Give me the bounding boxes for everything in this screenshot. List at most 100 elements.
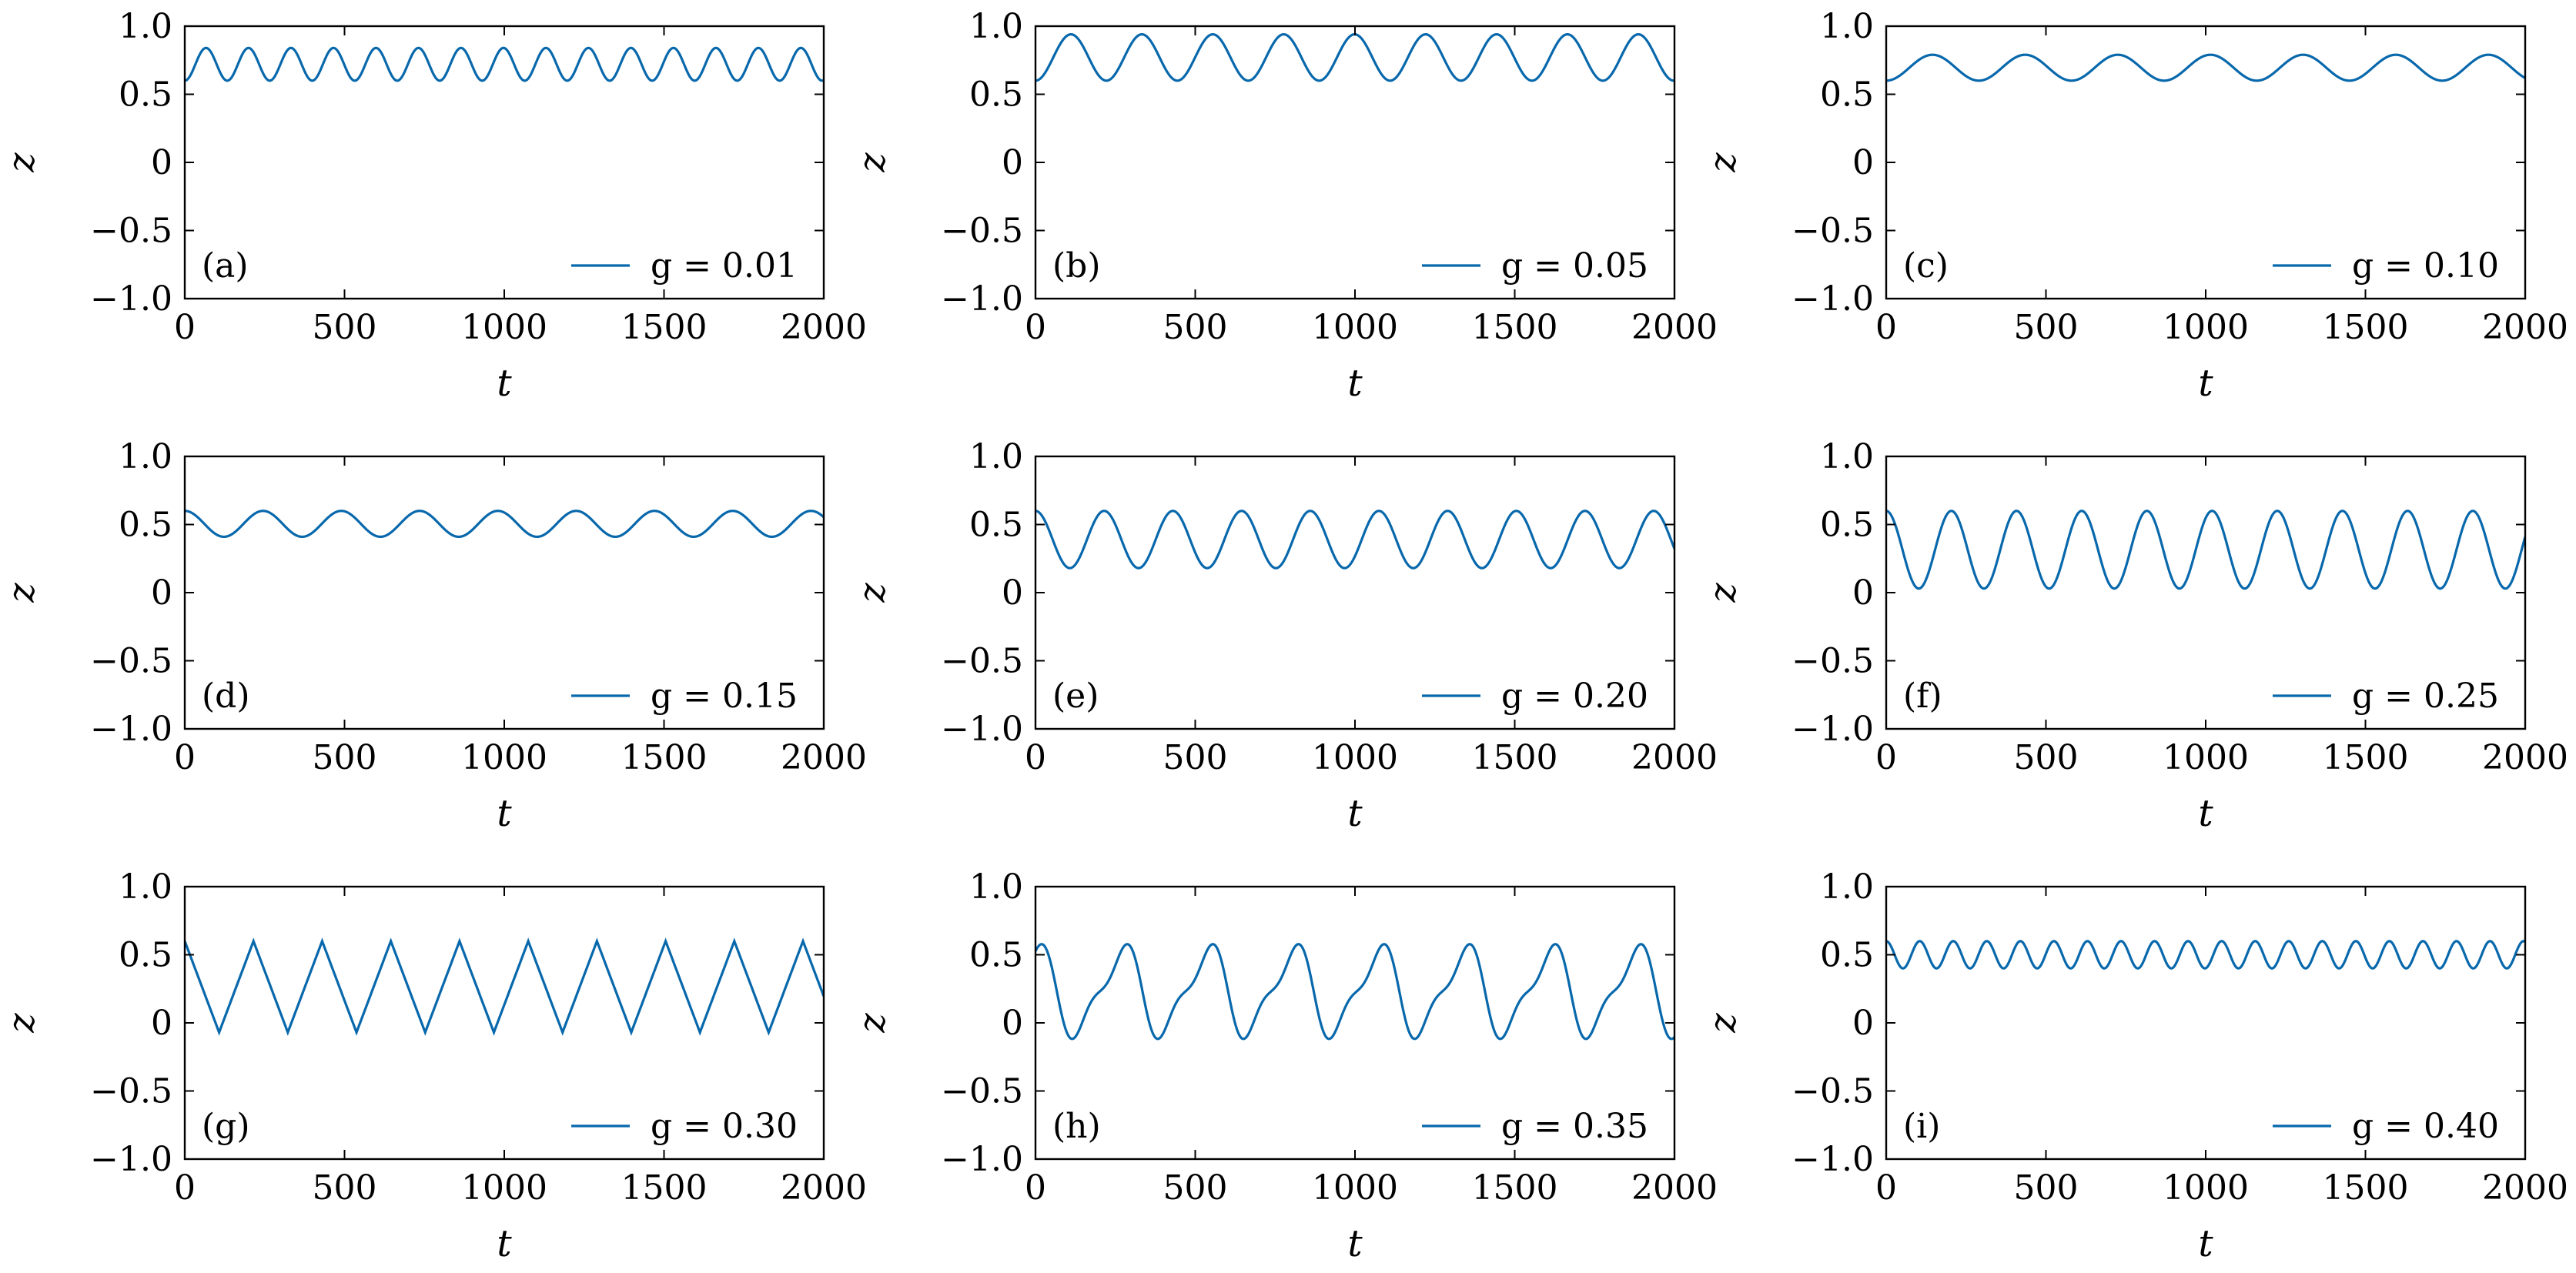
x-tick-label: 0 (1875, 1168, 1897, 1208)
panel-c: 0 500 1000 1500 2000 −1.0 −0.5 0 0.5 1.0 t z (c) g = … (1701, 7, 2568, 405)
y-axis-label: z (851, 583, 894, 603)
y-tick-label: −0.5 (941, 212, 1023, 251)
x-tick-label: 1500 (1472, 308, 1558, 347)
y-tick-label: 0.5 (969, 936, 1023, 975)
panel-i: 0 500 1000 1500 2000 −1.0 −0.5 0 0.5 1.0 t z (i) g = … (1701, 867, 2568, 1265)
y-tick-label: 0 (151, 573, 172, 613)
y-tick-label: 0.5 (969, 506, 1023, 545)
x-tick-label: 1000 (2163, 308, 2249, 347)
x-tick-label: 1000 (461, 738, 547, 777)
x-tick-label: 1500 (621, 308, 708, 347)
x-tick-label: 1500 (2323, 308, 2409, 347)
series-line (1886, 510, 2525, 590)
y-tick-label: −1.0 (941, 279, 1023, 319)
x-axis-label: t (497, 792, 512, 835)
y-tick-label: 0.5 (119, 936, 172, 975)
panel-label: (a) (202, 246, 249, 286)
x-tick-label: 1500 (2323, 738, 2409, 777)
x-tick-label: 2000 (781, 738, 867, 777)
panel-h: 0 500 1000 1500 2000 −1.0 −0.5 0 0.5 1.0 t z (h) g = … (851, 867, 1718, 1265)
panel-a: 0 500 1000 1500 2000 −1.0 −0.5 0 0.5 1.0 t z (a) g = … (0, 7, 867, 405)
legend-entry: g = 0.20 (1501, 677, 1648, 716)
x-tick-label: 2000 (2482, 738, 2568, 777)
x-tick-label: 500 (1163, 738, 1228, 777)
y-axis-label: z (1701, 583, 1745, 603)
y-tick-label: 0 (1002, 1004, 1023, 1043)
x-tick-label: 1500 (1472, 1168, 1558, 1208)
panel-label: (e) (1052, 677, 1099, 716)
y-axis-label: z (851, 1013, 894, 1034)
panel-label: (f) (1903, 677, 1942, 716)
series-line (185, 937, 824, 1036)
y-tick-label: 1.0 (1820, 437, 1874, 476)
legend-entry: g = 0.10 (2352, 246, 2499, 286)
y-axis-label: z (0, 152, 43, 173)
y-tick-label: −0.5 (941, 642, 1023, 681)
series-line (1035, 943, 1674, 1041)
x-axis-label: t (497, 362, 512, 405)
x-axis-label: t (2198, 362, 2213, 405)
y-tick-label: 0.5 (1820, 75, 1874, 115)
x-tick-label: 0 (174, 1168, 196, 1208)
x-tick-label: 2000 (2482, 308, 2568, 347)
x-tick-label: 1000 (1312, 308, 1398, 347)
x-tick-label: 0 (174, 738, 196, 777)
x-tick-label: 500 (313, 1168, 377, 1208)
x-tick-label: 2000 (1631, 738, 1718, 777)
y-axis-label: z (851, 152, 894, 173)
legend-entry: g = 0.35 (1501, 1107, 1648, 1146)
x-tick-label: 1000 (2163, 738, 2249, 777)
legend-entry: g = 0.30 (651, 1107, 798, 1146)
panel-d: 0 500 1000 1500 2000 −1.0 −0.5 0 0.5 1.0 t z (d) g = … (0, 437, 867, 835)
x-axis-label: t (2198, 792, 2213, 835)
y-tick-label: 0.5 (119, 506, 172, 545)
x-tick-label: 1000 (2163, 1168, 2249, 1208)
y-axis-label: z (1701, 152, 1745, 173)
y-tick-label: 1.0 (119, 867, 172, 907)
panel-g: 0 500 1000 1500 2000 −1.0 −0.5 0 0.5 1.0 t z (g) g = … (0, 867, 867, 1265)
x-tick-label: 0 (1875, 738, 1897, 777)
panel-label: (b) (1052, 246, 1101, 286)
y-tick-label: −0.5 (1791, 1072, 1874, 1111)
x-tick-label: 1500 (2323, 1168, 2409, 1208)
x-axis-label: t (1347, 1222, 1363, 1265)
panel-label: (c) (1903, 246, 1949, 286)
x-tick-label: 2000 (2482, 1168, 2568, 1208)
panel-label: (h) (1052, 1107, 1101, 1146)
x-tick-label: 2000 (1631, 308, 1718, 347)
x-axis-label: t (497, 1222, 512, 1265)
x-tick-label: 500 (2014, 308, 2079, 347)
y-tick-label: 1.0 (119, 437, 172, 476)
legend-entry: g = 0.15 (651, 677, 798, 716)
y-tick-label: −1.0 (941, 1140, 1023, 1179)
y-tick-label: 0 (1852, 573, 1874, 613)
panel-f: 0 500 1000 1500 2000 −1.0 −0.5 0 0.5 1.0 t z (f) g = … (1701, 437, 2568, 835)
y-tick-label: −1.0 (90, 710, 172, 749)
y-tick-label: 1.0 (1820, 867, 1874, 907)
x-axis-label: t (1347, 792, 1363, 835)
y-tick-label: −0.5 (90, 642, 172, 681)
y-tick-label: 0.5 (1820, 936, 1874, 975)
x-tick-label: 1500 (1472, 738, 1558, 777)
x-axis-label: t (2198, 1222, 2213, 1265)
x-tick-label: 1000 (1312, 738, 1398, 777)
x-tick-label: 0 (1025, 1168, 1046, 1208)
x-tick-label: 1500 (621, 738, 708, 777)
y-tick-label: 0 (151, 143, 172, 182)
y-tick-label: 1.0 (969, 7, 1023, 46)
x-tick-label: 0 (1025, 308, 1046, 347)
x-tick-label: 1500 (621, 1168, 708, 1208)
series-line (1035, 510, 1674, 570)
x-tick-label: 500 (2014, 1168, 2079, 1208)
y-tick-label: 0.5 (1820, 506, 1874, 545)
series-line (1035, 33, 1674, 82)
legend-entry: g = 0.01 (651, 246, 798, 286)
panel-label: (i) (1903, 1107, 1940, 1146)
y-tick-label: 0.5 (969, 75, 1023, 115)
legend-entry: g = 0.05 (1501, 246, 1648, 286)
series-line (1886, 940, 2525, 970)
legend-entry: g = 0.25 (2352, 677, 2499, 716)
panel-label: (d) (202, 677, 250, 716)
x-tick-label: 0 (1875, 308, 1897, 347)
